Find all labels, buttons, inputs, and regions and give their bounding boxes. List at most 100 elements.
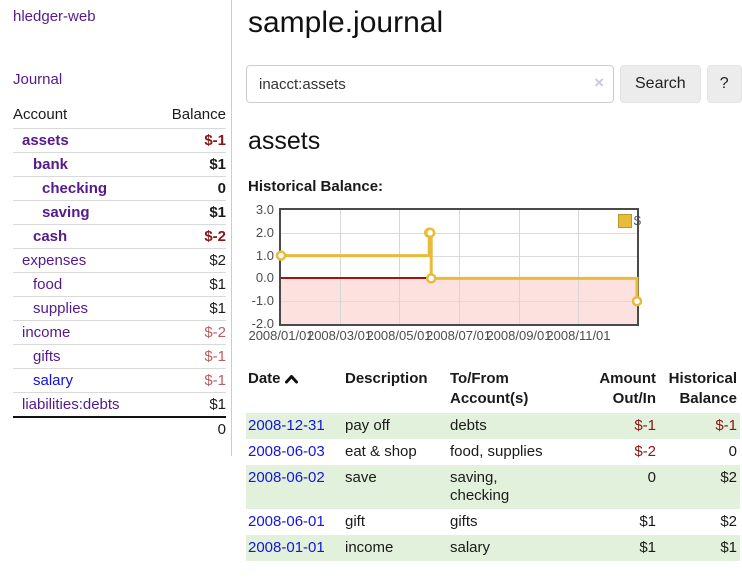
legend-label: $ <box>633 213 641 228</box>
transaction-amount: 0 <box>647 469 656 486</box>
x-axis-tick-label: 2008/09/01 <box>486 328 552 343</box>
account-link[interactable]: checking <box>42 180 108 197</box>
transaction-description: eat & shop <box>345 443 417 460</box>
help-button[interactable]: ? <box>706 65 742 103</box>
account-row: checking 0 <box>13 176 226 200</box>
register-body: 2008-12-31 pay off debts $-1 $-1 2008-06… <box>246 413 740 561</box>
transaction-amount: $-1 <box>634 417 656 434</box>
transaction-description: save <box>345 469 377 486</box>
transaction-amount: $1 <box>639 539 656 556</box>
column-header-date[interactable]: Date <box>246 365 343 413</box>
account-balance: 0 <box>217 180 226 197</box>
account-balance: $2 <box>209 252 226 269</box>
y-axis-tick-label: 2.0 <box>255 224 274 240</box>
account-row: salary $-1 <box>13 368 226 392</box>
account-row: assets $-1 <box>13 128 226 152</box>
transaction-row[interactable]: 2008-01-01 income salary $1 $1 <box>246 535 740 561</box>
account-link[interactable]: salary <box>33 372 74 389</box>
x-axis-tick-label: 2008/11/01 <box>546 328 611 343</box>
chart: $ 3.0 2.0 1.0 0.0 -1.0 -2.0 2008/01/01 2008/03/… <box>246 203 646 344</box>
transaction-date-link[interactable]: 2008-06-01 <box>248 513 325 530</box>
chart-plot-area <box>275 208 643 326</box>
sidebar-item-journal[interactable]: Journal <box>13 71 63 88</box>
transaction-date-link[interactable]: 2008-12-31 <box>248 417 325 434</box>
accounts-rows: assets $-1 bank $1 checking 0 saving $1 <box>13 128 226 441</box>
account-row: supplies $1 <box>13 296 226 320</box>
x-axis-tick-label: 2008/01/01 <box>248 328 314 343</box>
app-title-link[interactable]: hledger-web <box>13 8 96 25</box>
column-header-accounts: To/From Account(s) <box>450 370 529 407</box>
transaction-balance: $2 <box>720 469 737 486</box>
page-title: sample.journal <box>248 6 444 39</box>
transaction-amount: $-2 <box>634 443 656 460</box>
main-content: sample.journal × Search ? assets Histori… <box>246 0 742 561</box>
balance-line-series <box>275 227 643 307</box>
search-input[interactable] <box>246 65 614 103</box>
v-gridline <box>339 210 341 324</box>
account-row: saving $1 <box>13 200 226 224</box>
y-axis-tick-label: 3.0 <box>255 202 274 217</box>
transaction-accounts: food, supplies <box>450 443 543 460</box>
transaction-balance: 0 <box>728 443 737 460</box>
transaction-date-link[interactable]: 2008-01-01 <box>248 539 325 556</box>
register-table: Date Description To/From Account(s) Amou… <box>246 365 740 561</box>
account-link[interactable]: assets <box>22 132 69 149</box>
column-header-amount: Amount Out/In <box>599 370 656 407</box>
account-row: cash $-2 <box>13 224 226 248</box>
account-row: gifts $-1 <box>13 344 226 368</box>
column-header-description: Description <box>345 370 428 387</box>
v-gridline <box>578 210 580 324</box>
account-balance: $-2 <box>204 324 226 341</box>
y-axis-tick-label: 1.0 <box>255 247 274 263</box>
transaction-balance: $1 <box>720 539 737 556</box>
account-row: income $-2 <box>13 320 226 344</box>
transaction-row[interactable]: 2008-06-01 gift gifts $1 $2 <box>246 509 740 535</box>
transaction-row[interactable]: 2008-12-31 pay off debts $-1 $-1 <box>246 413 740 439</box>
account-balance: $1 <box>209 156 226 173</box>
accounts-total-row: 0 <box>13 416 226 441</box>
account-link[interactable]: liabilities:debts <box>22 396 120 413</box>
chart-title: Historical Balance: <box>248 178 384 195</box>
account-link[interactable]: saving <box>42 204 90 221</box>
accounts-table: Account Balance assets $-1 bank $1 check… <box>13 102 226 441</box>
clear-search-icon[interactable]: × <box>594 73 604 92</box>
transaction-balance: $2 <box>720 513 737 530</box>
transaction-row[interactable]: 2008-06-02 save saving, checking 0 $2 <box>246 465 740 509</box>
account-link[interactable]: cash <box>33 228 68 245</box>
transaction-date-link[interactable]: 2008-06-03 <box>248 443 325 460</box>
account-link[interactable]: supplies <box>33 300 89 317</box>
x-axis-tick-label: 2008/07/01 <box>425 328 492 343</box>
account-link[interactable]: gifts <box>33 348 61 365</box>
accounts-table-header: Account Balance <box>13 102 226 128</box>
account-heading: assets <box>248 127 321 155</box>
account-row: food $1 <box>13 272 226 296</box>
account-link[interactable]: income <box>22 324 71 341</box>
account-link[interactable]: bank <box>33 156 69 173</box>
y-axis-tick-label: -2.0 <box>251 316 274 331</box>
sort-ascending-icon <box>284 371 298 388</box>
transaction-description: pay off <box>345 417 390 434</box>
transaction-date-link[interactable]: 2008-06-02 <box>248 469 325 486</box>
register-header-row: Date Description To/From Account(s) Amou… <box>246 365 740 413</box>
account-balance: $1 <box>209 300 226 317</box>
account-balance: $1 <box>209 204 226 221</box>
chart-legend: $ <box>617 213 641 228</box>
account-link[interactable]: expenses <box>22 252 87 269</box>
account-balance: $-1 <box>204 372 226 389</box>
y-axis-tick-label: 0.0 <box>255 270 274 286</box>
account-balance: $-1 <box>204 132 226 149</box>
transaction-row[interactable]: 2008-06-03 eat & shop food, supplies $-2… <box>246 439 740 465</box>
transaction-accounts: debts <box>450 417 487 434</box>
transaction-description: income <box>345 539 394 556</box>
x-axis-tick-label: 2008/05/01 <box>366 328 432 343</box>
transaction-accounts: salary <box>450 539 491 556</box>
search-button[interactable]: Search <box>620 65 701 103</box>
x-axis-tick-label: 2008/03/01 <box>306 328 373 343</box>
account-balance: $-2 <box>204 228 226 245</box>
account-row: bank $1 <box>13 152 226 176</box>
account-row: liabilities:debts $1 <box>13 392 226 416</box>
account-link[interactable]: food <box>33 276 63 293</box>
accounts-header-balance: Balance <box>171 106 226 123</box>
accounts-header-account: Account <box>13 106 68 123</box>
search-bar: × Search ? <box>246 65 742 103</box>
